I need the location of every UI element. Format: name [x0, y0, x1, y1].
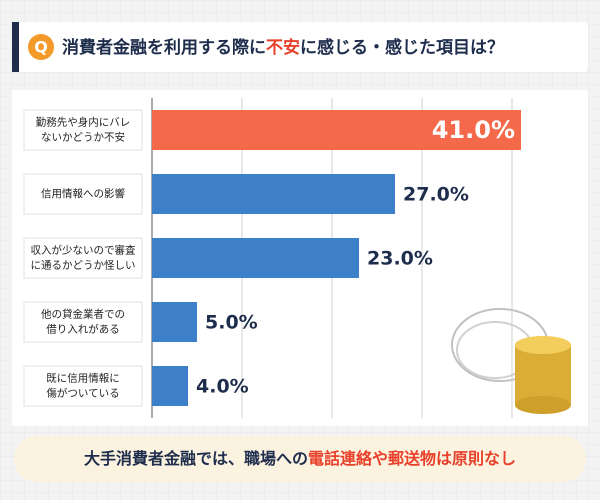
footer: 大手消費者金融では、職場への電話連絡や郵送物は原則なし [84, 449, 516, 468]
category-label: 傷がついている [46, 387, 119, 400]
badge-circle [28, 34, 54, 60]
category-label: 既に信用情報に [46, 372, 120, 385]
bar [152, 238, 359, 278]
bar [152, 366, 188, 406]
category-box [23, 301, 143, 343]
bar [152, 302, 197, 342]
header-stripe [12, 22, 19, 72]
category-box [23, 237, 143, 279]
category-label: 収入が少ないので審査 [31, 244, 136, 257]
coins [451, 308, 571, 414]
badge: Q [34, 38, 48, 57]
value-label: 4.0% [196, 376, 249, 398]
bar [152, 174, 395, 214]
title-segment: 不安 [266, 37, 300, 58]
category-box [23, 365, 143, 407]
category-label: 他の貸金業者での [41, 308, 125, 321]
chart-title: 消費者金融を利用する際に不安に感じる・感じた項目は？ [62, 37, 504, 58]
category-label: ないかどうか不安 [41, 131, 125, 144]
title-segment: 消費者金融を利用する際に [62, 37, 266, 58]
category-box [23, 173, 143, 215]
value-label: 5.0% [205, 312, 258, 334]
bar [152, 110, 521, 150]
category-label: 勤務先や身内にバレ [36, 116, 131, 129]
value-label: 41.0% [432, 116, 515, 144]
coin [515, 336, 571, 354]
value-label: 23.0% [367, 248, 433, 270]
header-box [12, 22, 588, 72]
category-label: 借り入れがある [46, 323, 120, 336]
category-box [23, 109, 143, 151]
footer-box [14, 436, 586, 482]
title-segment: に感じる・感じた項目は？ [300, 37, 504, 58]
value-label: 27.0% [403, 184, 469, 206]
footer-segment: 大手消費者金融では、職場への [84, 449, 308, 468]
coin-stack [515, 345, 571, 405]
category-label: に通るかどうか怪しい [31, 259, 136, 272]
category-label: 信用情報への影響 [41, 187, 125, 200]
footer-segment: 電話連絡や郵送物は原則なし [308, 449, 516, 468]
coin [515, 396, 571, 414]
